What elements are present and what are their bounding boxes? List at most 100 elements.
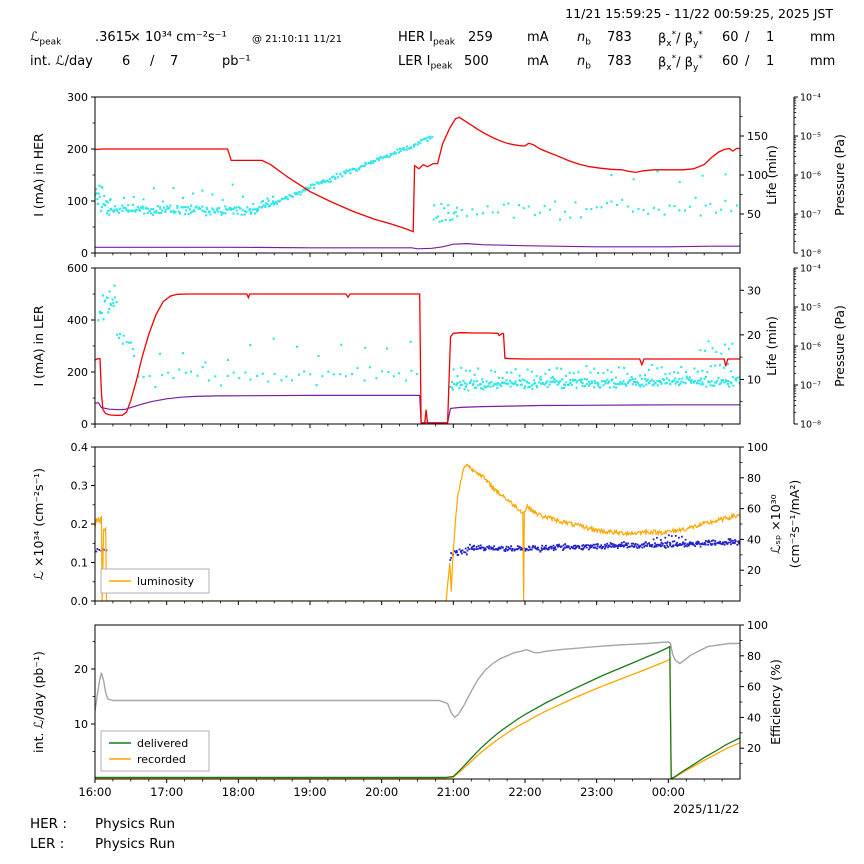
- her-beta-unit: mm: [810, 30, 836, 45]
- specific-luminosity-scatter: [95, 534, 740, 561]
- ler-pressure-trace: [95, 394, 740, 424]
- her-run-label: HER :: [30, 816, 67, 832]
- legend-label: delivered: [137, 737, 188, 750]
- right-tick-label: 80: [747, 650, 761, 663]
- lum-right-label: ℒₛₚ ×10³⁰: [768, 494, 783, 553]
- pressure-tick-label: 10⁻⁸: [800, 249, 821, 260]
- right-tick-label: 10: [747, 373, 761, 386]
- pressure-tick-label: 10⁻⁴: [800, 264, 821, 275]
- her-run-value: Physics Run: [95, 816, 176, 832]
- x-date-label: 2025/11/22: [673, 802, 739, 816]
- lpeak-label: ℒpeak: [30, 30, 62, 48]
- ler-beta-label: βx*/ βy*: [658, 54, 703, 73]
- y-tick-label: 600: [67, 262, 88, 275]
- intlum-unit: pb⁻¹: [222, 54, 251, 69]
- right-tick-label: 20: [747, 329, 761, 342]
- ler-run-value: Physics Run: [95, 836, 176, 852]
- right-tick-label: 100: [747, 441, 768, 454]
- lum-legend: [100, 568, 210, 594]
- intlum-den: 7: [170, 54, 179, 69]
- ler-ipeak-value: 500: [464, 54, 489, 69]
- ler-beta-slash: /: [745, 54, 750, 69]
- legend-label: recorded: [137, 753, 186, 766]
- her-pressure-trace: [95, 242, 740, 250]
- intlum-legend: [100, 730, 210, 772]
- right-tick-label: 80: [747, 472, 761, 485]
- her-beta-slash: /: [745, 30, 750, 45]
- x-tick-label: 19:00: [293, 785, 326, 799]
- y-tick-label: 0.0: [71, 595, 89, 608]
- ler-run-label: LER :: [30, 836, 65, 852]
- lum-plot: 0.0 0.1 0.2 0.3 0.4 ℒ ×10³⁴ (cm⁻²s⁻¹) 20 40 60 80…: [31, 441, 802, 608]
- pressure-tick-label: 10⁻⁷: [800, 210, 821, 221]
- pressure-tick-label: 10⁻⁸: [800, 420, 821, 431]
- right-tick-label: 150: [747, 130, 768, 143]
- y-tick-label: 0.3: [71, 480, 89, 493]
- x-tick-label: 16:00: [78, 785, 111, 799]
- ler-beta-unit: mm: [810, 54, 836, 69]
- x-tick-label: 00:00: [652, 785, 685, 799]
- her-nb-value: 783: [607, 30, 632, 45]
- her-beta-den: 1: [766, 30, 775, 45]
- pressure-tick-label: 10⁻⁶: [800, 171, 821, 182]
- x-tick-label: 18:00: [222, 785, 255, 799]
- ler-plot: 0 200 400 600 I (mA) in LER 10 20 30 Life (min) 1…: [31, 262, 847, 431]
- y-tick-label: 100: [67, 195, 88, 208]
- intlum-slash: /: [150, 54, 155, 69]
- efficiency: [95, 641, 740, 719]
- ler-pressure-label: Pressure (Pa): [832, 305, 847, 387]
- ler-lifetime-scatter: [97, 284, 740, 392]
- y-tick-label: 0.2: [71, 518, 89, 531]
- lpeak-timestamp: @ 21:10:11 11/21: [252, 34, 343, 45]
- her-nb-label: nb: [577, 30, 591, 48]
- intlum-plot: 16:00 17:00 18:00 19:00 20:00 21:00 22:00 23:00…: [31, 619, 783, 816]
- x-tick-label: 23:00: [580, 785, 613, 799]
- x-tick-label: 21:00: [437, 785, 470, 799]
- her-pressure-label: Pressure (Pa): [832, 134, 847, 216]
- her-ylabel: I (mA) in HER: [31, 133, 46, 217]
- right-tick-label: 20: [747, 564, 761, 577]
- right-tick-label: 100: [747, 169, 768, 182]
- right-tick-label: 60: [747, 503, 761, 516]
- x-tick-label: 20:00: [365, 785, 398, 799]
- datetime-range: 11/21 15:59:25 - 11/22 00:59:25, 2025 JS…: [565, 6, 833, 21]
- lum-right-label: (cm⁻²s⁻¹/mA²): [787, 480, 802, 568]
- pressure-tick-label: 10⁻⁴: [800, 93, 821, 104]
- y-tick-label: 0: [81, 418, 88, 431]
- ler-right-label: Life (min): [764, 316, 779, 376]
- right-tick-label: 50: [747, 208, 761, 221]
- her-plot: 0 100 200 300 I (mA) in HER 50 100 150 Life (min…: [31, 91, 847, 260]
- right-tick-label: 40: [747, 533, 761, 546]
- her-current: [95, 116, 740, 233]
- ler-ipeak-unit: mA: [527, 54, 549, 69]
- pressure-tick-label: 10⁻⁵: [800, 132, 821, 143]
- luminosity: [95, 463, 740, 601]
- pressure-tick-label: 10⁻⁷: [800, 381, 821, 392]
- y-tick-label: 0: [81, 247, 88, 260]
- right-tick-label: 40: [747, 711, 761, 724]
- y-tick-label: 200: [67, 143, 88, 156]
- her-beta-value: 60: [722, 30, 739, 45]
- right-tick-label: 100: [747, 619, 768, 632]
- ler-current: [95, 293, 740, 424]
- her-ipeak-unit: mA: [527, 30, 549, 45]
- intlum-value: 6: [122, 54, 131, 69]
- her-lifetime-scatter: [95, 135, 739, 223]
- intlum-right-label: Efficiency (%): [768, 659, 783, 745]
- her-beta-label: βx*/ βy*: [658, 30, 703, 49]
- right-tick-label: 20: [747, 742, 761, 755]
- y-tick-label: 300: [67, 91, 88, 104]
- y-tick-label: 10: [74, 718, 88, 731]
- intlum-ylabel: int. ℒ/day (pb⁻¹): [31, 651, 46, 753]
- x-tick-label: 17:00: [150, 785, 183, 799]
- legend-label: luminosity: [137, 575, 195, 588]
- right-tick-label: 30: [747, 284, 761, 297]
- her-ipeak-value: 259: [468, 30, 493, 45]
- delivered: [95, 645, 740, 779]
- lum-ylabel: ℒ ×10³⁴ (cm⁻²s⁻¹): [31, 468, 46, 580]
- ler-ipeak-label: LER Ipeak: [398, 54, 453, 72]
- lpeak-value: .3615: [95, 30, 133, 45]
- y-tick-label: 0.4: [71, 441, 89, 454]
- y-tick-label: 20: [74, 663, 88, 676]
